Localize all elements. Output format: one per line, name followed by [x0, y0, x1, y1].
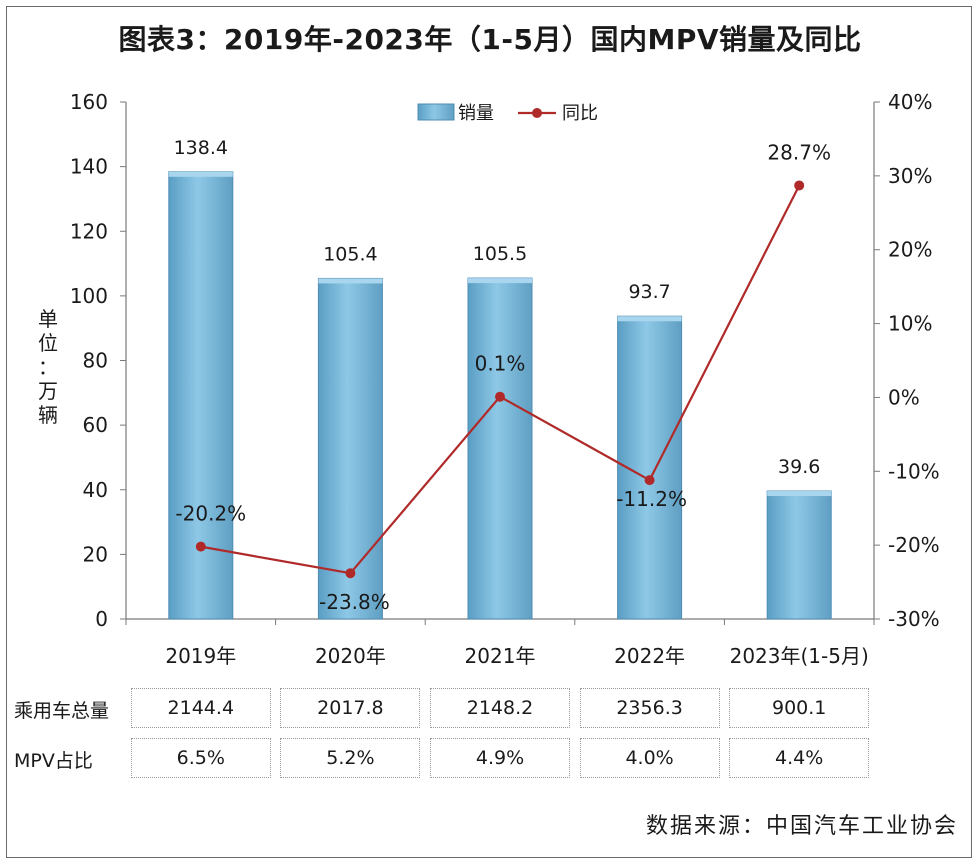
legend-label-yoy: 同比	[562, 103, 598, 124]
x-tick-label: 2019年	[165, 644, 236, 668]
table-cell: 2356.3	[579, 688, 720, 728]
y-tick-label: 160	[70, 90, 108, 114]
data-source: 数据来源：中国汽车工业协会	[645, 814, 958, 839]
table-cell: 4.4%	[729, 738, 870, 778]
y2-tick-label: 40%	[888, 90, 932, 114]
table-cell: 4.9%	[430, 738, 570, 778]
table-cell: 2017.8	[280, 688, 421, 728]
y-tick-label: 140	[70, 155, 108, 179]
yoy-point-0	[195, 541, 206, 552]
y2-tick-label: -30%	[888, 607, 940, 631]
y-tick-label: 20	[83, 542, 108, 566]
y-tick-label: 120	[70, 219, 108, 243]
y2-tick-label: -10%	[888, 459, 940, 483]
yoy-value-label: 28.7%	[767, 140, 831, 164]
bar-value-label: 93.7	[628, 281, 670, 303]
table-cell: 2144.4	[130, 688, 271, 728]
bar-2	[467, 277, 533, 620]
y2-tick-label: 30%	[888, 164, 932, 188]
bar-value-label: 39.6	[778, 456, 820, 478]
x-tick-label: 2022年	[614, 644, 685, 668]
y-tick-label: 80	[83, 349, 108, 373]
y-axis-title: 单位：万辆	[38, 307, 58, 427]
table-row-label: 乘用车总量	[14, 700, 110, 722]
y2-tick-label: 20%	[888, 238, 932, 262]
bar-top-0	[168, 171, 233, 177]
table-cell: 5.2%	[280, 738, 421, 778]
x-tick-label: 2020年	[315, 644, 386, 668]
x-tick-label: 2023年(1-5月)	[730, 644, 869, 668]
y-tick-label: 0	[95, 607, 108, 631]
yoy-value-label: 0.1%	[475, 352, 526, 376]
y2-tick-label: 0%	[888, 385, 920, 409]
bar-value-label: 105.4	[323, 243, 377, 265]
y-tick-label: 40	[83, 478, 108, 502]
y-tick-label: 60	[83, 413, 108, 437]
bar-value-label: 138.4	[174, 137, 228, 159]
bar-4	[766, 490, 832, 620]
legend-swatch-yoy-marker	[532, 108, 542, 118]
yoy-point-3	[644, 475, 655, 486]
table-cell: 2148.2	[430, 688, 570, 728]
yoy-value-label: -20.2%	[175, 502, 246, 526]
x-tick-label: 2021年	[465, 644, 536, 668]
yoy-point-4	[794, 180, 805, 191]
bar-value-label: 105.5	[473, 243, 527, 265]
yoy-point-1	[345, 568, 356, 579]
table-row-label: MPV占比	[14, 750, 93, 772]
bar-top-1	[318, 278, 383, 284]
y2-tick-label: 10%	[888, 312, 932, 336]
table-cell: 6.5%	[130, 738, 271, 778]
yoy-value-label: -23.8%	[319, 590, 390, 614]
legend-swatch-sales	[417, 103, 455, 121]
bar-top-4	[767, 491, 832, 497]
table-cell: 900.1	[729, 688, 870, 728]
bar-1	[317, 277, 383, 620]
y2-tick-label: -20%	[888, 533, 940, 557]
bar-top-3	[617, 316, 682, 322]
y-tick-label: 100	[70, 284, 108, 308]
chart-title: 图表3：2019年-2023年（1-5月）国内MPV销量及同比	[118, 23, 862, 56]
legend-label-sales: 销量	[458, 103, 494, 124]
yoy-point-2	[495, 391, 505, 402]
table-cell: 4.0%	[579, 738, 720, 778]
chart-frame	[6, 6, 972, 858]
yoy-value-label: -11.2%	[616, 487, 687, 511]
bar-0	[168, 171, 234, 620]
bar-top-2	[468, 278, 532, 284]
